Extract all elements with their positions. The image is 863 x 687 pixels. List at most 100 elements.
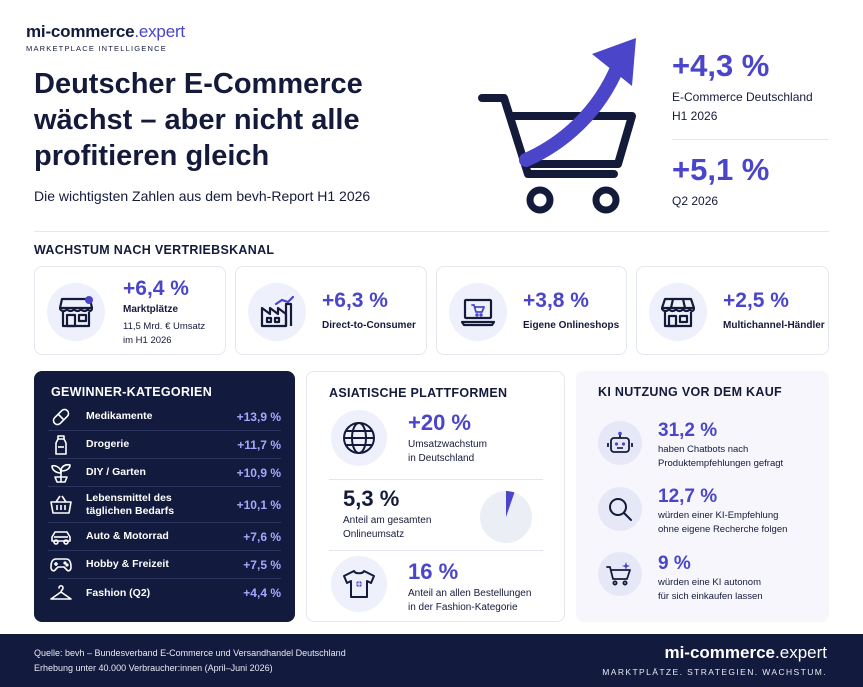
winner-name: Medikamente bbox=[86, 410, 153, 422]
channel-card-onlineshops: +3,8 % Eigene Onlineshops bbox=[436, 266, 627, 355]
winner-value: +7,6 % bbox=[243, 529, 281, 544]
winner-name: DIY / Garten bbox=[86, 466, 146, 478]
winner-value: +13,9 % bbox=[236, 409, 281, 424]
winner-name: Hobby & Freizeit bbox=[86, 558, 169, 570]
pie-slice-share bbox=[506, 491, 515, 517]
cart-growth-icon bbox=[478, 38, 636, 214]
channels-title: WACHSTUM NACH VERTRIEBSKANAL bbox=[34, 243, 275, 257]
asia-share-label-line1: Anteil am gesamten bbox=[343, 515, 432, 526]
asia-growth-value: +20 % bbox=[408, 410, 471, 435]
ai-label-line1: würden einer KI-Empfehlung bbox=[658, 510, 779, 521]
channel-card-multichannel: +2,5 % Multichannel-Händler bbox=[636, 266, 829, 355]
kpi-ecommerce-value: +4,3 % bbox=[672, 48, 770, 83]
winner-row: Medikamente +13,9 % bbox=[48, 403, 281, 431]
page-title: Deutscher E-Commerce wächst – aber nicht… bbox=[34, 68, 363, 172]
asia-title: ASIATISCHE PLATTFORMEN bbox=[329, 386, 508, 400]
kpi-divider bbox=[672, 139, 828, 140]
winner-row: DIY / Garten +10,9 % bbox=[48, 459, 281, 487]
cart-sparkle-icon bbox=[598, 552, 642, 596]
ai-value: 31,2 % bbox=[658, 420, 718, 441]
winner-name-line2: täglichen Bedarfs bbox=[86, 504, 175, 517]
winner-value: +4,4 % bbox=[243, 586, 281, 600]
hanger-icon bbox=[48, 584, 74, 602]
footer-brand: mi-commerce.expert bbox=[664, 643, 827, 663]
winner-name: Fashion (Q2) bbox=[86, 586, 151, 599]
brand-name-light: .expert bbox=[134, 22, 185, 41]
asia-fashion-label-line1: Anteil an allen Bestellungen bbox=[408, 588, 532, 599]
winner-row: Auto & Motorrad +7,6 % bbox=[48, 523, 281, 551]
channel-card-dtc: +6,3 % Direct-to-Consumer bbox=[235, 266, 427, 355]
shop-awning-icon bbox=[649, 283, 707, 341]
brand-logo: mi-commerce.expert MARKETPLACE INTELLIGE… bbox=[26, 22, 185, 53]
asia-share-pie bbox=[480, 491, 532, 543]
channel-sub-line1: 11,5 Mrd. € Umsatz bbox=[123, 321, 206, 332]
ai-label-line2: Produktempfehlungen gefragt bbox=[658, 458, 784, 469]
channel-label: Marktplätze bbox=[123, 304, 179, 315]
ai-value: 12,7 % bbox=[658, 486, 718, 507]
ai-usage-panel: KI NUTZUNG VOR DEM KAUF 31,2 % haben Cha… bbox=[576, 371, 829, 622]
kpi-ecommerce-label-line1: E-Commerce Deutschland bbox=[672, 90, 813, 104]
asia-share-label: Anteil am gesamten Onlineumsatz bbox=[343, 514, 431, 542]
kpi-ecommerce-label-line2: H1 2026 bbox=[672, 109, 718, 123]
ai-label-line1: würden eine KI autonom bbox=[658, 577, 761, 588]
car-icon bbox=[48, 528, 74, 546]
footer: Quelle: bevh – Bundesverband E-Commerce … bbox=[0, 634, 863, 687]
ai-label-line2: für sich einkaufen lassen bbox=[658, 591, 763, 602]
factory-icon bbox=[248, 283, 306, 341]
channel-value: +2,5 % bbox=[723, 289, 789, 312]
bottle-icon bbox=[48, 434, 74, 455]
channel-value: +3,8 % bbox=[523, 289, 589, 312]
brand-name-bold: mi-commerce bbox=[26, 22, 135, 41]
channel-sub-line2: im H1 2026 bbox=[123, 335, 172, 346]
channel-value: +6,3 % bbox=[322, 289, 388, 312]
kpi-ecommerce-label: E-Commerce Deutschland H1 2026 bbox=[672, 88, 813, 126]
channel-label: Multichannel-Händler bbox=[723, 320, 825, 331]
winner-name: Lebensmittel des täglichen Bedarfs bbox=[86, 492, 237, 518]
robot-icon bbox=[598, 421, 642, 465]
asia-fashion-value: 16 % bbox=[408, 559, 459, 584]
ai-label: würden eine KI autonom für sich einkaufe… bbox=[658, 576, 763, 604]
footer-tagline: MARKTPLÄTZE. STRATEGIEN. WACHSTUM. bbox=[602, 667, 827, 677]
ai-value: 9 % bbox=[658, 553, 691, 574]
storefront-icon bbox=[47, 283, 105, 341]
ai-label: würden einer KI-Empfehlung ohne eigene R… bbox=[658, 509, 787, 537]
asia-fashion-label-line2: in der Fashion-Kategorie bbox=[408, 602, 518, 613]
channel-value: +6,4 % bbox=[123, 277, 189, 300]
footer-brand-light: .expert bbox=[775, 643, 827, 662]
winner-value: +11,7 % bbox=[237, 437, 281, 452]
brand-tagline: MARKETPLACE INTELLIGENCE bbox=[26, 44, 167, 53]
asia-share-value: 5,3 % bbox=[343, 486, 400, 511]
footer-source-line1: Quelle: bevh – Bundesverband E-Commerce … bbox=[34, 648, 346, 658]
asia-panel: ASIATISCHE PLATTFORMEN +20 % Umsatzwachs… bbox=[306, 371, 565, 622]
gamepad-icon bbox=[48, 557, 74, 573]
channel-sub: 11,5 Mrd. € Umsatz im H1 2026 bbox=[123, 320, 205, 348]
ai-label-line2: ohne eigene Recherche folgen bbox=[658, 524, 788, 535]
winner-name-line1: Lebensmittel des bbox=[86, 491, 172, 504]
magnifier-icon bbox=[598, 487, 642, 531]
winner-row: Fashion (Q2) +4,4 % bbox=[48, 579, 281, 607]
winner-row: Hobby & Freizeit +7,5 % bbox=[48, 551, 281, 579]
plant-icon bbox=[48, 463, 74, 483]
footer-source: Quelle: bevh – Bundesverband E-Commerce … bbox=[34, 646, 346, 676]
tshirt-icon bbox=[331, 556, 387, 612]
kpi-q2-value: +5,1 % bbox=[672, 152, 770, 187]
winner-categories-panel: GEWINNER-KATEGORIEN Medikamente +13,9 % … bbox=[34, 371, 295, 622]
winner-row: Drogerie +11,7 % bbox=[48, 431, 281, 459]
ai-label: haben Chatbots nach Produktempfehlungen … bbox=[658, 443, 783, 471]
section-divider bbox=[34, 231, 829, 232]
kpi-q2-label: Q2 2026 bbox=[672, 194, 719, 208]
asia-divider bbox=[329, 550, 543, 551]
asia-growth-label: Umsatzwachstum in Deutschland bbox=[408, 438, 487, 466]
winner-value: +7,5 % bbox=[243, 557, 281, 572]
asia-growth-label-line2: in Deutschland bbox=[408, 453, 475, 464]
page-subtitle: Die wichtigsten Zahlen aus dem bevh-Repo… bbox=[34, 188, 371, 204]
winner-value: +10,1 % bbox=[236, 497, 281, 512]
channel-card-marketplaces: +6,4 % Marktplätze 11,5 Mrd. € Umsatz im… bbox=[34, 266, 226, 355]
globe-icon bbox=[331, 410, 387, 466]
channel-label: Eigene Onlineshops bbox=[523, 320, 620, 331]
asia-divider bbox=[329, 479, 543, 480]
asia-share-label-line2: Onlineumsatz bbox=[343, 529, 405, 540]
pill-icon bbox=[48, 407, 74, 427]
channel-label: Direct-to-Consumer bbox=[322, 320, 416, 331]
footer-source-line2: Erhebung unter 40.000 Verbraucher:innen … bbox=[34, 663, 273, 673]
